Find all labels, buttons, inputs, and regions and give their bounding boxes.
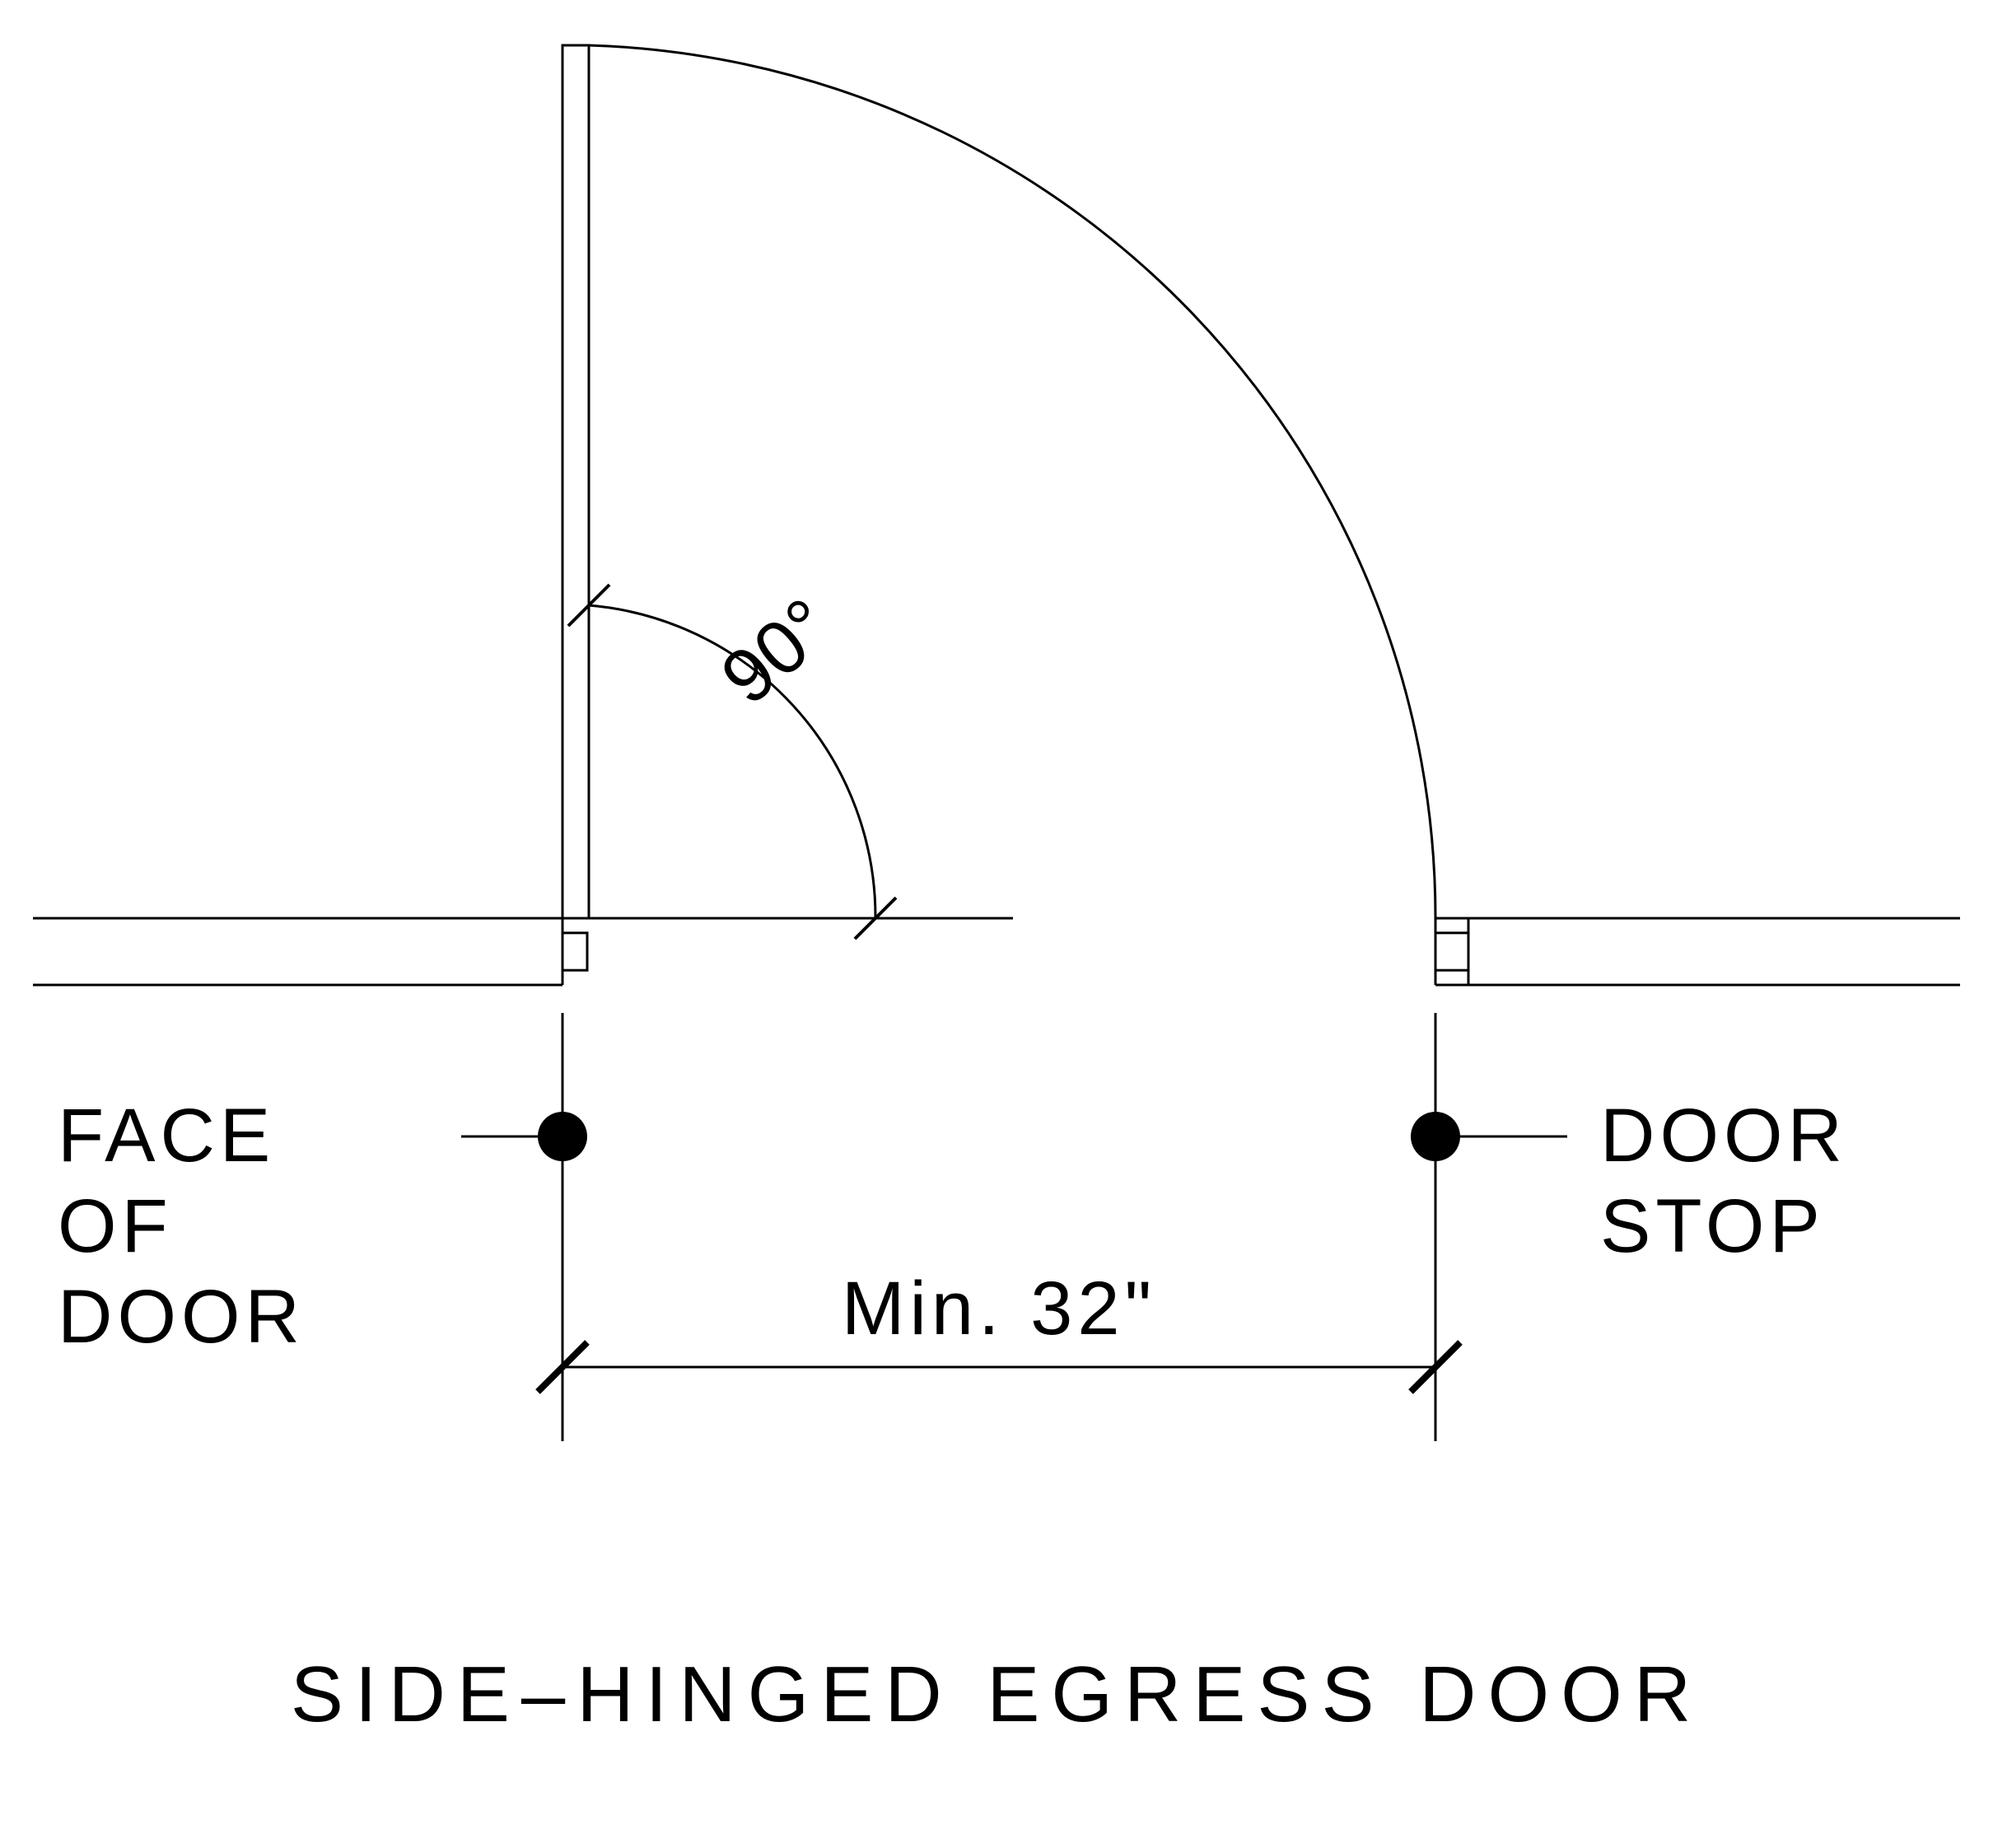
door-leaf	[562, 45, 589, 918]
face-of-door-label: OF	[58, 1184, 173, 1268]
dimension-label: Min. 32"	[842, 1267, 1156, 1351]
left-jamb-stub	[562, 933, 587, 970]
angle-label: 90°	[706, 582, 847, 721]
right-jamb-stop	[1435, 933, 1468, 970]
diagram-title: SIDE–HINGED EGRESS DOOR	[291, 1650, 1702, 1738]
face-of-door-label: FACE	[58, 1094, 275, 1178]
face-of-door-label: DOOR	[58, 1275, 305, 1359]
door-stop-label: DOOR	[1600, 1094, 1847, 1178]
face-of-door-dot	[538, 1112, 587, 1161]
door-stop-dot	[1411, 1112, 1460, 1161]
door-stop-label: STOP	[1600, 1184, 1825, 1268]
door-swing-arc	[589, 45, 1435, 918]
